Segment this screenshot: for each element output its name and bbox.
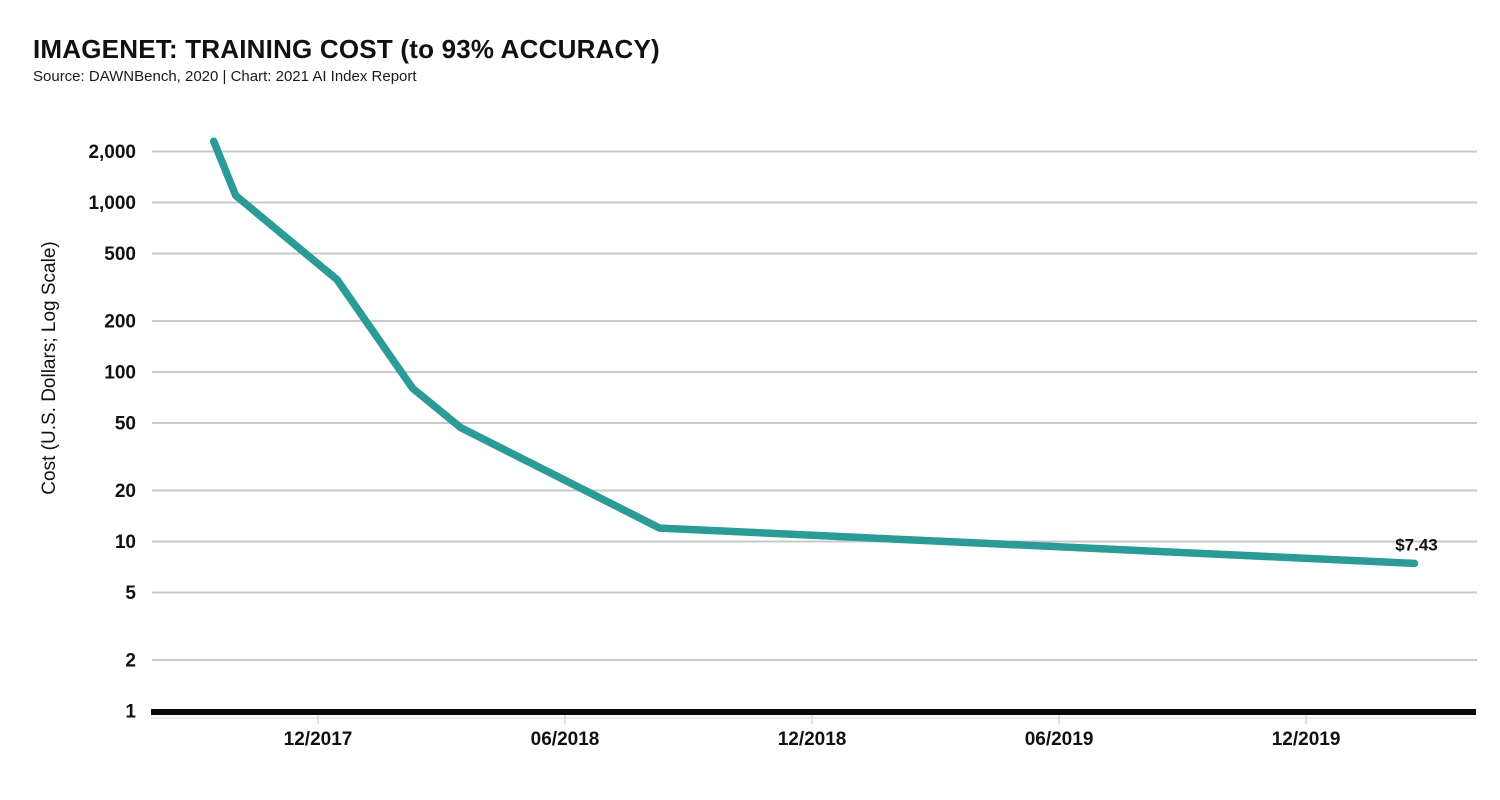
y-tick-label: 500 bbox=[104, 244, 136, 265]
y-tick-label: 200 bbox=[104, 311, 136, 332]
x-tick-label: 12/2018 bbox=[778, 729, 847, 750]
y-tick-label: 5 bbox=[125, 583, 136, 604]
x-tick-label: 06/2018 bbox=[531, 729, 600, 750]
y-tick-label: 10 bbox=[115, 532, 136, 553]
y-tick-label: 1 bbox=[125, 702, 136, 723]
y-tick-label: 50 bbox=[115, 414, 136, 435]
chart-title: IMAGENET: TRAINING COST (to 93% ACCURACY… bbox=[33, 34, 660, 64]
x-tick-label: 12/2019 bbox=[1272, 729, 1341, 750]
chart-source-note: Source: DAWNBench, 2020 | Chart: 2021 AI… bbox=[33, 68, 417, 85]
y-tick-label: 1,000 bbox=[88, 193, 136, 214]
y-tick-label: 20 bbox=[115, 481, 136, 502]
x-tick-label: 12/2017 bbox=[284, 729, 353, 750]
y-tick-label: 2 bbox=[125, 650, 136, 671]
end-value-label: $7.43 bbox=[1395, 535, 1438, 554]
y-tick-label: 100 bbox=[104, 363, 136, 384]
y-axis-title: Cost (U.S. Dollars; Log Scale) bbox=[39, 241, 60, 494]
cost-line bbox=[209, 137, 1419, 568]
y-tick-label: 2,000 bbox=[88, 142, 136, 163]
x-tick-label: 06/2019 bbox=[1025, 729, 1094, 750]
